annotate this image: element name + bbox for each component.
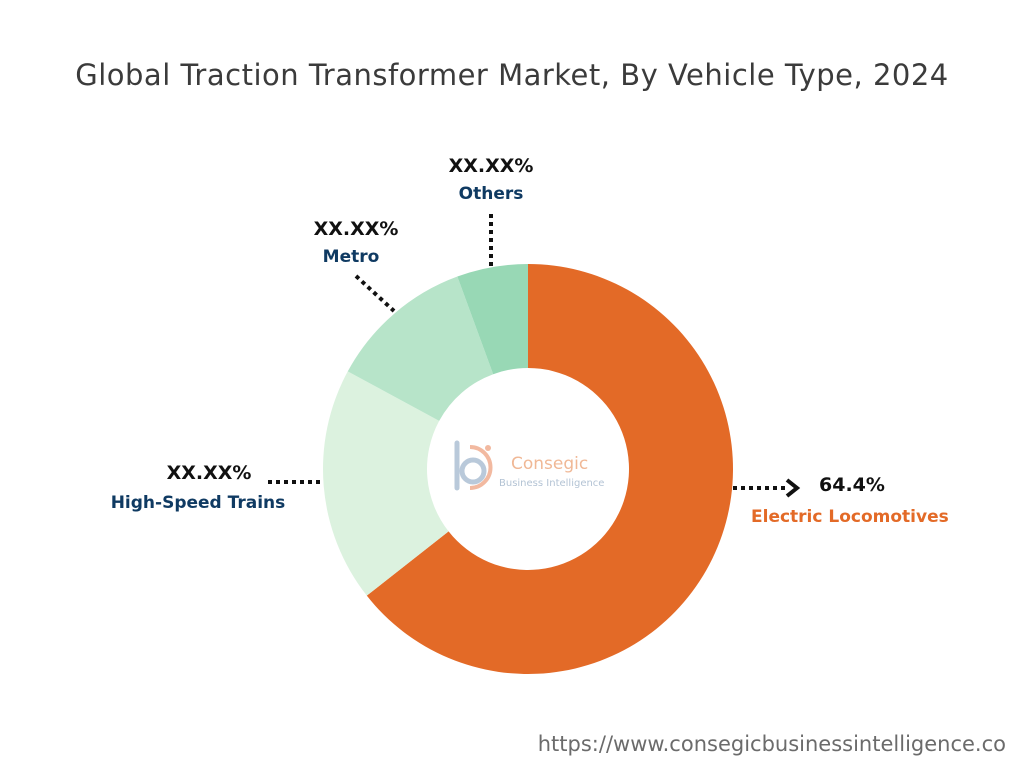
others-percent: XX.XX% bbox=[449, 155, 534, 177]
others-name: Others bbox=[459, 184, 524, 204]
label-high-speed-trains: XX.XX% High-Speed Trains bbox=[111, 462, 323, 513]
label-metro: XX.XX% Metro bbox=[314, 218, 399, 313]
high-speed-trains-percent: XX.XX% bbox=[167, 462, 252, 484]
source-url: https://www.consegicbusinessintelligence… bbox=[537, 732, 1006, 756]
metro-leader-line bbox=[354, 274, 396, 313]
slice-electric-locomotives bbox=[366, 264, 734, 674]
slice-others bbox=[457, 264, 528, 375]
electric-locomotives-percent: 64.4% bbox=[819, 474, 885, 496]
label-electric-locomotives: 64.4% Electric Locomotives bbox=[733, 474, 949, 527]
chart-title: Global Traction Transformer Market, By V… bbox=[75, 58, 949, 92]
logo-name: Consegic bbox=[511, 454, 588, 474]
consegic-logo: Consegic Business Intelligence bbox=[454, 440, 604, 491]
label-others: XX.XX% Others bbox=[449, 155, 534, 266]
slice-metro bbox=[347, 276, 494, 421]
logo-tagline: Business Intelligence bbox=[499, 478, 604, 489]
arrow-head-icon bbox=[785, 478, 801, 498]
slice-high-speed-trains bbox=[323, 371, 449, 596]
metro-percent: XX.XX% bbox=[314, 218, 399, 240]
high-speed-trains-name: High-Speed Trains bbox=[111, 493, 286, 513]
metro-name: Metro bbox=[323, 247, 380, 267]
slices-layer bbox=[323, 264, 734, 674]
logo-mark-icon bbox=[454, 440, 493, 491]
electric-locomotives-name: Electric Locomotives bbox=[751, 507, 949, 527]
